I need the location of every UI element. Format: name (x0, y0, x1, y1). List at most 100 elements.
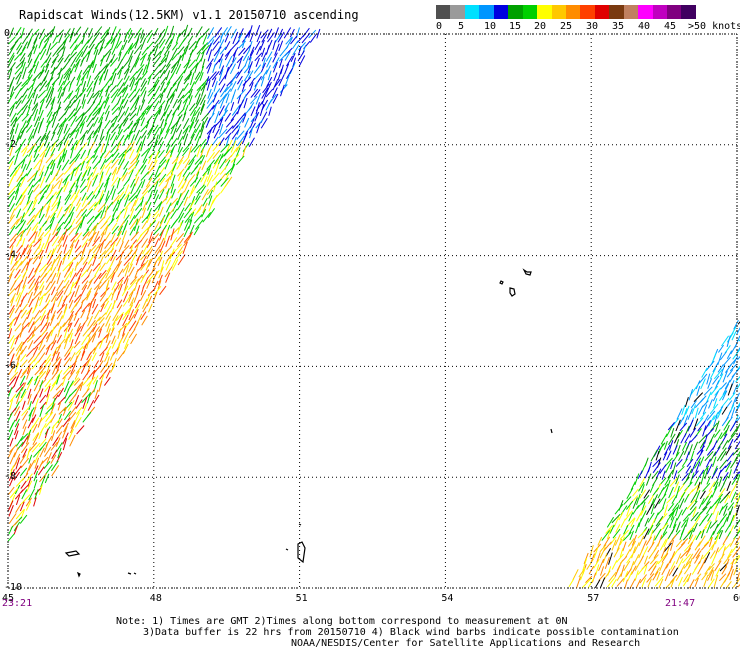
wind-barb (61, 295, 68, 307)
wind-barb (713, 368, 723, 380)
wind-barb (57, 315, 64, 327)
wind-barb (643, 555, 649, 565)
wind-barb (713, 478, 719, 488)
wind-barb (76, 147, 83, 157)
wind-barb (711, 553, 717, 565)
wind-barb (196, 82, 205, 92)
wind-barb (720, 364, 726, 377)
wind-barb (704, 434, 708, 444)
wind-barb (731, 331, 737, 341)
wind-barb (187, 27, 193, 37)
wind-barb (51, 244, 58, 256)
wind-barb (237, 79, 244, 91)
wind-barb (176, 200, 184, 211)
wind-barb (134, 269, 139, 278)
wind-barb (122, 117, 129, 127)
wind-barb (45, 52, 52, 63)
wind-barb (231, 129, 240, 140)
wind-barb (147, 75, 152, 85)
wind-barb (68, 256, 76, 267)
wind-barb (75, 267, 83, 277)
wind-barb (207, 88, 212, 99)
wind-barb (69, 27, 75, 39)
wind-barb (298, 55, 306, 67)
wind-barb (105, 190, 110, 201)
wind-barb (20, 433, 29, 442)
wind-barb (34, 457, 40, 469)
wind-barb (32, 127, 38, 139)
wind-barb (183, 82, 189, 92)
wind-barb (193, 226, 200, 236)
wind-barb (686, 458, 694, 468)
wind-barb (232, 49, 237, 63)
wind-barb (22, 419, 28, 429)
wind-barb (611, 578, 617, 588)
wind-barb (667, 528, 675, 540)
wind-barb (93, 316, 101, 327)
wind-barb (62, 174, 71, 184)
wind-barb (26, 378, 33, 391)
wind-barb (39, 176, 46, 188)
wind-barb (165, 135, 174, 148)
wind-barb (726, 332, 734, 343)
wind-barb (64, 190, 73, 201)
wind-barb (201, 160, 207, 171)
wind-barb (57, 396, 66, 406)
wind-barb (46, 78, 52, 92)
wind-barb (152, 50, 162, 61)
wind-barb (133, 321, 139, 331)
wind-barb (224, 154, 233, 164)
wind-barb (14, 252, 21, 262)
wind-barb (713, 429, 721, 438)
wind-barb (110, 158, 119, 169)
wind-barb (26, 219, 35, 230)
wind-barb (98, 73, 104, 85)
wind-barb (33, 285, 39, 296)
wind-barb (74, 189, 81, 200)
wind-barb (720, 575, 729, 588)
wind-barb (140, 285, 145, 296)
wind-barb (718, 488, 726, 498)
wind-barb (7, 412, 13, 421)
wind-barb (628, 512, 634, 522)
wind-barb (733, 519, 740, 529)
wind-barb (705, 494, 713, 505)
wind-barb (103, 245, 113, 255)
wind-barb (135, 225, 140, 235)
wind-barb (86, 263, 92, 273)
wind-barb (722, 439, 729, 450)
wind-barb (134, 96, 140, 109)
island-seychelles-1 (499, 280, 504, 285)
wind-barb (278, 40, 284, 52)
wind-barb (9, 124, 15, 135)
wind-barb (44, 166, 50, 177)
wind-barb (200, 185, 207, 195)
wind-barb (82, 64, 90, 75)
wind-barb (51, 236, 60, 247)
wind-barb (160, 122, 168, 135)
wind-barb (52, 34, 58, 44)
wind-barb (87, 43, 95, 55)
wind-barb (597, 536, 603, 546)
wind-barb (153, 85, 161, 97)
wind-barb (686, 499, 696, 510)
wind-barb (154, 134, 159, 147)
wind-barb (663, 504, 668, 516)
wind-barb (727, 383, 733, 396)
wind-barb (104, 272, 114, 283)
wind-barb (224, 112, 232, 122)
wind-barb (134, 169, 140, 181)
wind-barb (707, 566, 714, 576)
wind-barb (31, 442, 41, 453)
wind-barb (182, 124, 190, 134)
wind-barb (208, 195, 213, 206)
wind-barb (115, 237, 122, 247)
wind-barb (133, 308, 139, 319)
wind-barb (111, 123, 120, 134)
wind-barb (632, 497, 638, 509)
wind-barb (727, 502, 735, 511)
wind-barb (635, 578, 642, 589)
wind-barb (92, 262, 101, 272)
wind-barb (62, 87, 66, 97)
wind-barb (57, 54, 64, 63)
